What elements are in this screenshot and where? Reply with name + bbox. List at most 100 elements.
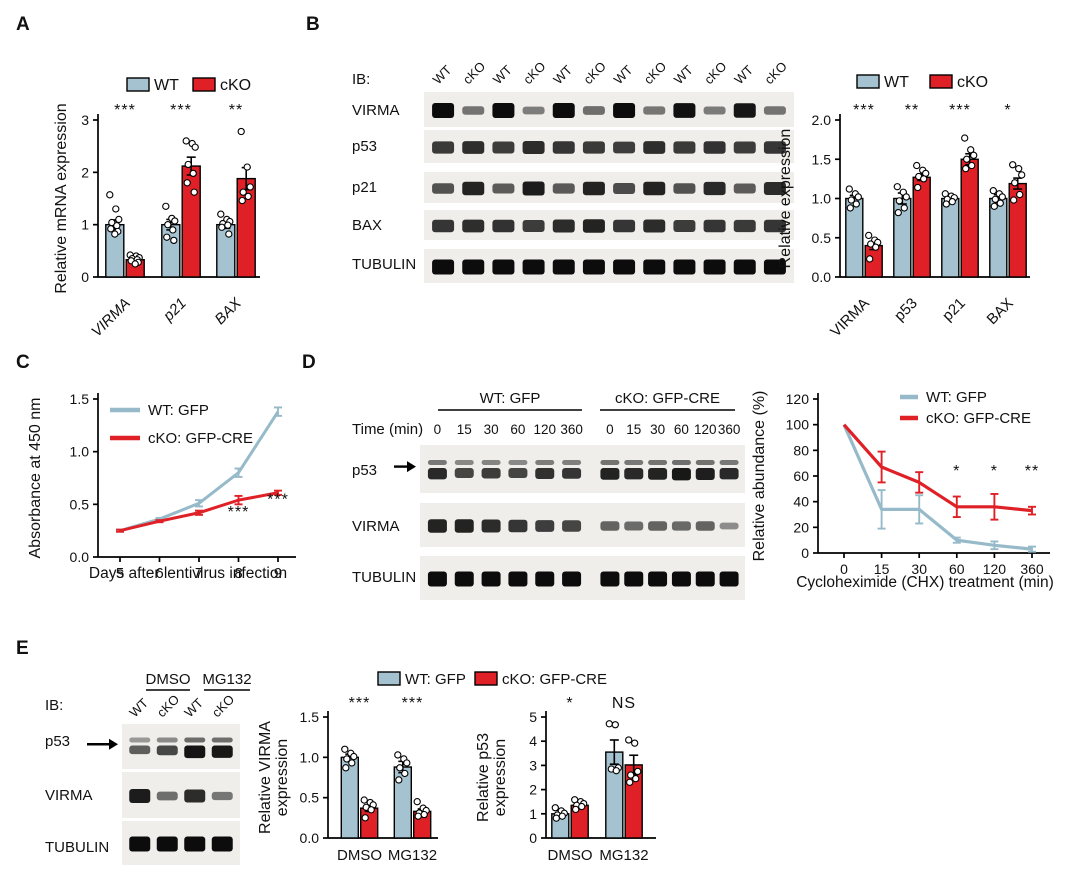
panel-label-a: A (16, 14, 30, 35)
svg-text:cKO: cKO (154, 692, 182, 720)
svg-text:15: 15 (874, 561, 890, 577)
svg-text:cKO: GFP-CRE: cKO: GFP-CRE (615, 390, 720, 407)
svg-text:0.0: 0.0 (812, 269, 832, 285)
svg-text:*: * (566, 695, 573, 712)
svg-text:WT: WT (430, 62, 455, 87)
svg-text:MG132: MG132 (599, 847, 648, 864)
svg-text:*: * (953, 463, 960, 480)
svg-text:p53: p53 (891, 295, 921, 325)
svg-text:cKO: cKO (957, 74, 988, 91)
svg-text:0.5: 0.5 (70, 496, 90, 512)
svg-text:TUBULIN: TUBULIN (352, 256, 416, 273)
svg-text:2: 2 (81, 164, 89, 180)
svg-text:BAX: BAX (352, 217, 382, 234)
svg-text:MG132: MG132 (388, 847, 437, 864)
svg-text:Relative p53: Relative p53 (475, 733, 492, 822)
svg-text:DMSO: DMSO (548, 847, 593, 864)
svg-text:15: 15 (626, 422, 641, 437)
panel-e-legend: WT: GFP cKO: GFP-CRE (377, 671, 607, 688)
svg-text:VIRMA: VIRMA (352, 518, 400, 535)
svg-text:cKO: cKO (580, 59, 608, 87)
svg-text:0.5: 0.5 (812, 230, 832, 246)
svg-text:WT: WT (490, 62, 515, 87)
svg-text:4: 4 (529, 733, 537, 749)
svg-text:*: * (991, 463, 998, 480)
svg-text:7: 7 (195, 565, 203, 582)
svg-text:p21: p21 (939, 295, 969, 325)
svg-text:Time (min): Time (min) (352, 421, 423, 438)
svg-text:cKO: cKO (460, 59, 488, 87)
panel-label-c: C (16, 352, 30, 373)
svg-text:1.0: 1.0 (70, 444, 90, 460)
svg-text:Days after lentivirus infectio: Days after lentivirus infection (89, 565, 287, 582)
svg-text:3: 3 (529, 757, 537, 773)
svg-text:360: 360 (560, 422, 583, 437)
svg-text:***: *** (267, 491, 289, 508)
svg-text:80: 80 (793, 442, 809, 458)
svg-text:0.0: 0.0 (300, 830, 320, 846)
svg-text:15: 15 (457, 422, 472, 437)
svg-text:DMSO: DMSO (337, 847, 382, 864)
svg-text:60: 60 (674, 422, 689, 437)
svg-text:p21: p21 (352, 179, 377, 196)
svg-text:100: 100 (786, 417, 810, 433)
svg-text:WT: WT (550, 62, 575, 87)
svg-text:Absorbance at 450 nm: Absorbance at 450 nm (27, 398, 44, 559)
panel-e-virma-bar-chart: 0.0 0.5 1.0 1.5 Relative VIRMA expression *** *… (257, 695, 438, 864)
svg-text:***: *** (114, 102, 136, 119)
svg-text:WT: GFP: WT: GFP (926, 389, 987, 406)
svg-text:expression: expression (492, 739, 509, 816)
svg-text:Cycloheximide (CHX) treatment: Cycloheximide (CHX) treatment (min) (796, 574, 1054, 591)
svg-text:cKO: cKO (641, 59, 669, 87)
svg-text:0: 0 (840, 561, 848, 577)
svg-text:120: 120 (533, 422, 556, 437)
svg-text:40: 40 (793, 494, 809, 510)
svg-text:cKO: cKO (701, 59, 729, 87)
svg-text:Relative expression: Relative expression (777, 129, 794, 269)
svg-text:DMSO: DMSO (146, 671, 191, 688)
svg-text:**: ** (1025, 463, 1039, 480)
svg-text:cKO: GFP-CRE: cKO: GFP-CRE (926, 410, 1031, 427)
panel-label-d: D (302, 352, 316, 373)
svg-text:120: 120 (694, 422, 717, 437)
svg-text:p21: p21 (159, 295, 189, 325)
svg-text:p53: p53 (352, 138, 377, 155)
svg-text:***: *** (402, 695, 424, 712)
svg-text:VIRMA: VIRMA (88, 295, 134, 341)
svg-text:***: *** (349, 695, 371, 712)
panel-c-line-chart: 0.0 0.5 1.0 1.5 Absorbance at 450 nm 5 6 7 8 9Day… (27, 391, 296, 582)
svg-text:NS: NS (612, 695, 636, 712)
svg-text:cKO: cKO (520, 59, 548, 87)
svg-text:0: 0 (606, 422, 614, 437)
svg-text:WT: WT (671, 62, 696, 87)
svg-text:30: 30 (911, 561, 927, 577)
panel-d-western-blot: WT: GFP cKO: GFP-CRE Time (min) 0 15 30 60 120 3… (352, 390, 745, 600)
svg-text:1: 1 (529, 806, 537, 822)
svg-text:3: 3 (81, 112, 89, 128)
svg-text:VIRMA: VIRMA (45, 787, 93, 804)
svg-text:1: 1 (81, 217, 89, 233)
svg-text:***: *** (853, 102, 875, 119)
svg-text:expression: expression (274, 739, 291, 816)
svg-text:Relative VIRMA: Relative VIRMA (257, 721, 274, 834)
panel-b-western-blot: IB: WT cKO WT cKO WT cKO WT cKO WT cKO WT cKOVIRMAp5… (352, 59, 794, 283)
svg-text:8: 8 (234, 565, 242, 582)
svg-text:20: 20 (793, 519, 809, 535)
svg-text:BAX: BAX (212, 294, 246, 328)
svg-text:BAX: BAX (984, 295, 1017, 328)
svg-text:IB:: IB: (45, 697, 63, 714)
svg-text:60: 60 (949, 561, 965, 577)
svg-text:WT: GFP: WT: GFP (480, 390, 541, 407)
svg-text:TUBULIN: TUBULIN (45, 839, 109, 856)
svg-text:VIRMA: VIRMA (352, 102, 400, 119)
svg-text:0: 0 (801, 545, 809, 561)
svg-text:1.5: 1.5 (70, 391, 90, 407)
svg-text:***: *** (949, 102, 971, 119)
svg-text:6: 6 (155, 565, 163, 582)
svg-text:2: 2 (529, 782, 537, 798)
svg-text:60: 60 (793, 468, 809, 484)
svg-text:360: 360 (1020, 561, 1044, 577)
svg-text:0: 0 (434, 422, 442, 437)
svg-text:1.5: 1.5 (300, 709, 320, 725)
svg-text:30: 30 (484, 422, 499, 437)
